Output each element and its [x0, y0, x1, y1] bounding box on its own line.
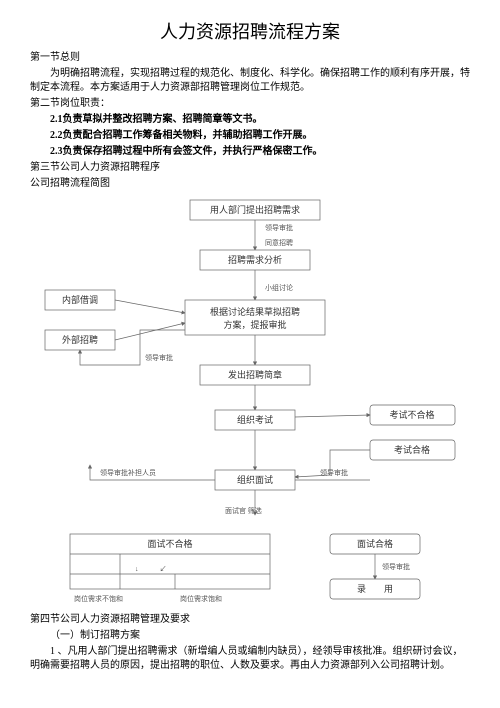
edge-approve3: 领导审批 [145, 353, 173, 362]
edge-approve6a: 领导审批补担人员 [100, 468, 156, 477]
node-draft-b: 方案，提报审批 [223, 319, 286, 330]
node-announce: 发出招聘简章 [228, 369, 282, 380]
tbl-divider: ↓ ↙ [135, 565, 167, 573]
edge-approve1: 领导审批 [265, 223, 293, 232]
section3-head: 第三节公司人力资源招聘程序 [30, 161, 470, 175]
node-external: 外部招聘 [62, 334, 98, 345]
node-exam: 组织考试 [237, 414, 273, 425]
section3-sub: 公司招聘流程简图 [30, 177, 470, 191]
page-title: 人力资源招聘流程方案 [30, 20, 470, 45]
section4-sub: （一）制订招聘方案 [30, 629, 470, 643]
node-exam-fail: 考试不合格 [389, 409, 434, 420]
node-request: 用人部门提出招聘需求 [210, 204, 300, 215]
s2-item1: 2.1负责草拟并整改招聘方案、招聘简章等文书。 [30, 113, 470, 127]
edge-screen: 面试官 筛选 [225, 506, 262, 515]
tbl-head: 面试不合格 [147, 538, 192, 549]
s2-item2: 2.2负责配合招聘工作筹备相关物料，并辅助招聘工作开展。 [30, 129, 470, 143]
tbl-right: 岗位需求饱和 [180, 594, 222, 603]
edge-approve-bottom: 领导审批 [382, 562, 410, 571]
node-internal: 内部借调 [62, 294, 98, 305]
section2-head: 第二节岗位职责： [30, 97, 470, 111]
section4-p1: 1 、凡用人部门提出招聘需求（新增编人员或编制内缺员），经领导审核批准。组织研讨… [30, 645, 470, 673]
s2-item3: 2.3负责保存招聘过程中所有会签文件，并执行严格保密工作。 [30, 145, 470, 159]
node-interview-pass: 面试合格 [357, 538, 393, 549]
section1-head: 第一节总则 [30, 51, 470, 65]
tbl-left: 岗位需求不饱和 [74, 594, 123, 603]
node-exam-pass: 考试合格 [394, 444, 430, 455]
flowchart-bottom: 面试不合格 岗位需求不饱和 岗位需求饱和 ↓ ↙ 面试合格 领导审批 录 用 [30, 529, 470, 609]
flowchart-main: 用人部门提出招聘需求 领导审批 同意招聘 招聘需求分析 小组讨论 内部借调 外部… [30, 195, 470, 525]
node-analysis: 招聘需求分析 [228, 254, 282, 265]
node-hire: 录 用 [357, 584, 393, 594]
edge-approve6b: 领导审批 [320, 468, 348, 477]
edge-discuss: 小组讨论 [265, 283, 293, 292]
section4-head: 第四节公司人力资源招聘管理及要求 [30, 613, 470, 627]
node-interview: 组织面试 [237, 474, 273, 485]
node-draft-a: 根据讨论结果草拟招聘 [210, 306, 300, 317]
section1-body: 为明确招聘流程，实现招聘过程的规范化、制度化、科学化。确保招聘工作的顺利有序开展… [30, 67, 470, 95]
edge-agree: 同意招聘 [265, 238, 293, 247]
